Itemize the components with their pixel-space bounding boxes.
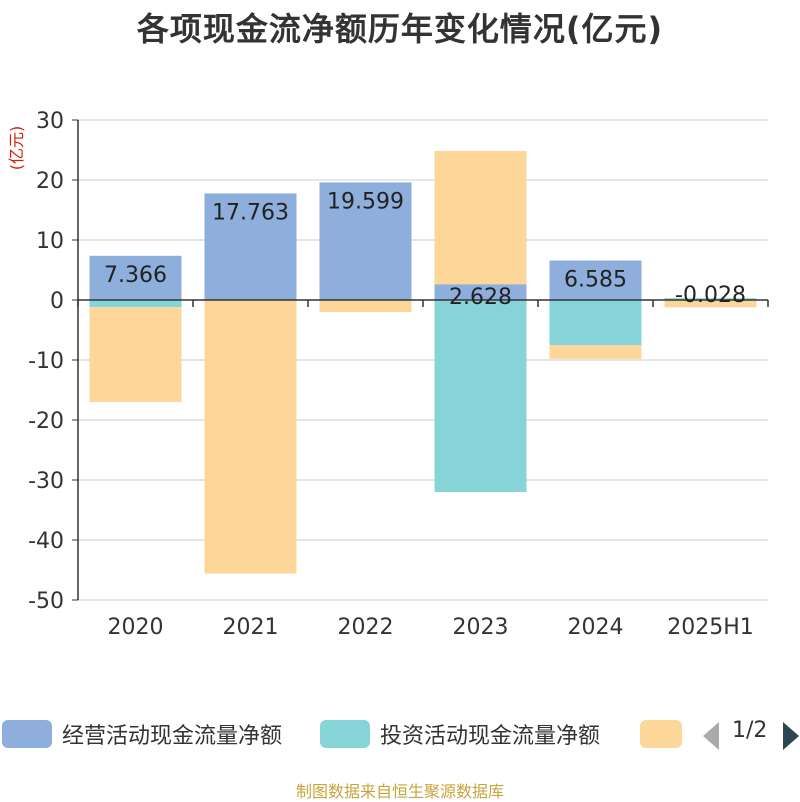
y-tick-label: 10 <box>36 229 64 254</box>
data-label: 6.585 <box>564 267 627 292</box>
bar-investing <box>435 300 527 492</box>
legend-prev-page-icon[interactable] <box>703 722 719 750</box>
bar-financing <box>550 345 642 359</box>
data-label: 2.628 <box>449 285 512 310</box>
y-tick-label: 20 <box>36 169 64 194</box>
x-tick-label: 2025H1 <box>667 615 754 640</box>
data-label: 17.763 <box>212 200 289 225</box>
bar-investing <box>550 300 642 345</box>
legend-swatch-investing[interactable] <box>320 720 370 748</box>
x-tick-label: 2020 <box>108 615 164 640</box>
bar-financing <box>205 300 297 574</box>
data-label: -0.028 <box>675 283 746 308</box>
x-tick-label: 2022 <box>338 615 394 640</box>
y-tick-label: -30 <box>28 469 64 494</box>
x-tick-label: 2023 <box>453 615 509 640</box>
x-tick-label: 2024 <box>568 615 624 640</box>
legend: 经营活动现金流量净额 投资活动现金流量净额 1/2 <box>0 716 800 752</box>
bar-financing <box>435 151 527 284</box>
y-tick-label: 0 <box>50 289 64 314</box>
data-label: 7.366 <box>104 263 167 288</box>
bar-financing <box>320 300 412 312</box>
y-tick-label: -50 <box>28 589 64 614</box>
y-tick-label: -20 <box>28 409 64 434</box>
y-tick-label: -10 <box>28 349 64 374</box>
legend-swatch-operating[interactable] <box>2 720 52 748</box>
legend-label-investing[interactable]: 投资活动现金流量净额 <box>380 718 600 750</box>
legend-label-operating[interactable]: 经营活动现金流量净额 <box>62 718 282 750</box>
source-note: 制图数据来自恒生聚源数据库 <box>0 778 800 802</box>
data-label: 19.599 <box>327 189 404 214</box>
x-tick-label: 2021 <box>223 615 279 640</box>
bar-financing <box>90 307 182 402</box>
legend-swatch-financing[interactable] <box>640 720 682 748</box>
bar-investing <box>90 300 182 307</box>
y-tick-label: 30 <box>36 109 64 134</box>
legend-next-page-icon[interactable] <box>783 722 799 750</box>
y-tick-label: -40 <box>28 529 64 554</box>
y-axis-label: (亿元) <box>7 126 26 171</box>
legend-page-indicator: 1/2 <box>732 718 767 743</box>
chart-plot: 30 20 10 0 -10 -20 -30 -40 -50 (亿元) 7.366 17.763 19.… <box>0 0 800 700</box>
